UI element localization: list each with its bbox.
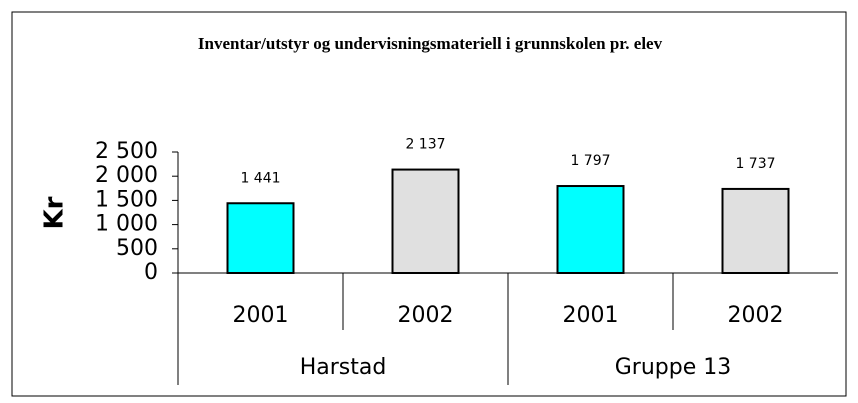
y-tick-label: 2 500 — [95, 139, 158, 164]
data-label: 1 797 — [570, 153, 610, 169]
y-tick-label: 1 500 — [95, 187, 158, 212]
data-label: 1 737 — [735, 156, 775, 172]
bar — [721, 187, 790, 274]
x-tick-label: 2002 — [398, 303, 454, 328]
group-label: Harstad — [300, 355, 387, 380]
x-tick-label: 2001 — [563, 303, 619, 328]
x-tick-label: 2002 — [728, 303, 784, 328]
data-label: 2 137 — [405, 137, 445, 153]
y-tick-label: 0 — [144, 260, 158, 285]
data-label: 1 441 — [240, 170, 280, 186]
y-tick-label: 1 000 — [95, 212, 158, 237]
y-tick-label: 500 — [116, 236, 158, 261]
bar — [556, 185, 625, 275]
chart-title: Inventar/utstyr og undervisningsmateriel… — [198, 34, 663, 53]
y-axis-label: Kr — [40, 196, 70, 229]
bar — [391, 168, 460, 274]
bar — [226, 202, 295, 274]
y-tick-label: 2 000 — [95, 163, 158, 188]
x-tick-label: 2001 — [233, 303, 289, 328]
group-label: Gruppe 13 — [615, 355, 732, 380]
